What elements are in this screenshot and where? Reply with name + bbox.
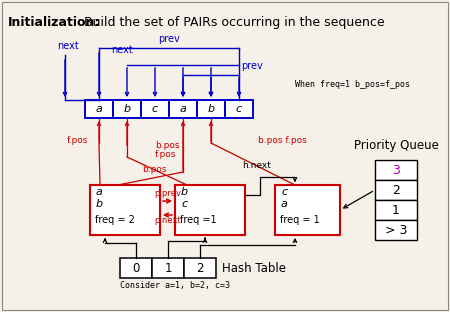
Text: Build the set of PAIRs occurring in the sequence: Build the set of PAIRs occurring in the …	[76, 16, 385, 29]
Text: b: b	[96, 199, 103, 209]
Text: c: c	[152, 104, 158, 114]
Text: Initialization:: Initialization:	[8, 16, 100, 29]
Bar	[175, 185, 245, 235]
Bar	[90, 185, 160, 235]
Text: next: next	[111, 45, 133, 55]
Bar	[375, 220, 417, 240]
Text: c: c	[236, 104, 242, 114]
Text: When freq=1 b_pos=f_pos: When freq=1 b_pos=f_pos	[295, 80, 410, 89]
Text: p.prev: p.prev	[154, 189, 181, 198]
Bar	[197, 100, 225, 118]
Text: Consider a=1, b=2, c=3: Consider a=1, b=2, c=3	[120, 281, 230, 290]
Text: h.next: h.next	[242, 161, 271, 170]
Bar	[169, 100, 197, 118]
Text: 1: 1	[164, 261, 172, 275]
Text: freq = 2: freq = 2	[95, 215, 135, 225]
Text: p.next: p.next	[154, 216, 181, 225]
Text: a: a	[180, 104, 186, 114]
Text: b.pos f.pos: b.pos f.pos	[258, 136, 307, 145]
Text: f.pos: f.pos	[155, 150, 176, 159]
Text: f.pos: f.pos	[67, 136, 88, 145]
Text: a: a	[281, 199, 288, 209]
Text: 2: 2	[196, 261, 204, 275]
Text: b.pos: b.pos	[155, 141, 180, 150]
Text: > 3: > 3	[385, 223, 407, 236]
Text: a: a	[95, 104, 103, 114]
Text: 3: 3	[392, 163, 400, 177]
Text: b: b	[207, 104, 215, 114]
Text: 2: 2	[392, 183, 400, 197]
Text: c: c	[281, 187, 287, 197]
Bar	[113, 100, 141, 118]
Text: b: b	[123, 104, 130, 114]
Text: prev: prev	[158, 34, 180, 44]
Text: 0: 0	[132, 261, 140, 275]
Bar	[375, 180, 417, 200]
Text: next: next	[57, 41, 79, 51]
Bar	[184, 258, 216, 278]
Bar	[152, 258, 184, 278]
Bar	[225, 100, 253, 118]
Text: Priority Queue: Priority Queue	[354, 139, 438, 153]
Text: prev: prev	[241, 61, 263, 71]
Text: b.pos: b.pos	[142, 165, 166, 174]
Text: Hash Table: Hash Table	[222, 261, 286, 275]
Text: freq =1: freq =1	[180, 215, 216, 225]
Text: freq = 1: freq = 1	[280, 215, 320, 225]
Bar	[275, 185, 340, 235]
Text: b: b	[181, 187, 188, 197]
Text: 1: 1	[392, 203, 400, 217]
Bar	[120, 258, 152, 278]
Bar	[85, 100, 113, 118]
Bar	[141, 100, 169, 118]
Bar	[375, 200, 417, 220]
Bar	[375, 160, 417, 180]
Text: a: a	[96, 187, 103, 197]
Text: c: c	[181, 199, 187, 209]
